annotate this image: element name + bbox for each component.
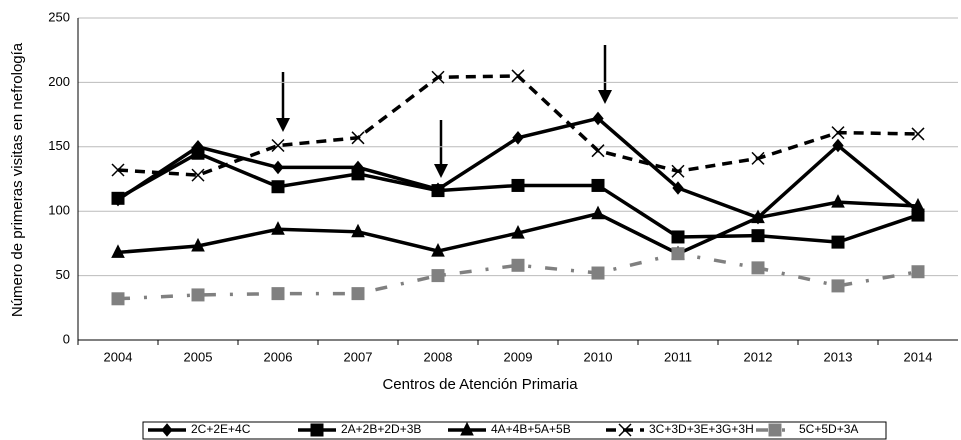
- legend-label: 4A+4B+5A+5B: [491, 422, 571, 436]
- marker: [671, 164, 685, 178]
- y-tick-label: 100: [48, 203, 70, 218]
- marker: [111, 292, 125, 306]
- series: [111, 69, 925, 182]
- marker: [768, 423, 782, 437]
- y-tick-label: 0: [63, 331, 70, 346]
- marker: [351, 167, 365, 181]
- x-axis-label: Centros de Atención Primaria: [382, 376, 578, 393]
- x-tick-label: 2006: [264, 349, 293, 364]
- line: [117, 251, 919, 301]
- marker: [161, 423, 173, 437]
- legend-label: 5C+5D+3A: [799, 422, 858, 436]
- marker: [832, 138, 844, 153]
- x-tick-label: 2009: [504, 349, 533, 364]
- y-tick-label: 200: [48, 74, 70, 89]
- x-tick-label: 2013: [824, 349, 853, 364]
- marker: [831, 235, 845, 249]
- marker: [271, 138, 285, 153]
- series: [111, 194, 925, 260]
- x-tick-label: 2008: [424, 349, 453, 364]
- marker: [431, 269, 445, 283]
- marker: [272, 160, 284, 175]
- legend-label: 2A+2B+2D+3B: [341, 422, 421, 436]
- annotation-arrows: [276, 45, 612, 178]
- marker: [511, 178, 525, 192]
- marker: [751, 229, 765, 243]
- marker: [672, 181, 684, 195]
- marker: [591, 144, 605, 158]
- marker: [911, 197, 925, 212]
- marker: [271, 287, 285, 301]
- marker: [431, 70, 445, 84]
- line: [117, 74, 919, 177]
- marker: [511, 258, 525, 272]
- marker: [111, 244, 125, 258]
- marker: [831, 126, 845, 140]
- y-tick-label: 250: [48, 9, 70, 24]
- x-tick-label: 2014: [904, 349, 933, 364]
- marker: [751, 151, 765, 165]
- marker: [591, 205, 605, 220]
- marker: [671, 247, 685, 261]
- marker: [191, 237, 205, 252]
- marker: [831, 194, 845, 208]
- marker: [591, 178, 605, 192]
- legend-label: 2C+2E+4C: [191, 422, 251, 436]
- marker: [911, 265, 925, 279]
- x-tick-label: 2005: [184, 349, 213, 364]
- marker: [191, 288, 205, 302]
- marker: [511, 69, 525, 83]
- marker: [111, 163, 125, 177]
- marker: [271, 180, 285, 194]
- x-tick-label: 2012: [744, 349, 773, 364]
- marker: [751, 261, 765, 275]
- x-tick-label: 2011: [664, 349, 692, 364]
- marker: [111, 191, 125, 205]
- marker: [310, 423, 324, 437]
- x-tick-label: 2007: [344, 349, 373, 364]
- marker: [911, 127, 925, 141]
- marker: [512, 131, 524, 145]
- marker: [751, 209, 765, 224]
- marker: [591, 266, 605, 280]
- marker: [351, 131, 365, 145]
- marker: [351, 287, 365, 301]
- x-tick-label: 2004: [104, 349, 133, 364]
- marker: [191, 146, 205, 160]
- marker: [831, 279, 845, 293]
- marker: [460, 421, 474, 436]
- marker: [592, 111, 604, 126]
- marker: [271, 221, 285, 235]
- marker: [191, 168, 205, 182]
- marker: [511, 224, 525, 239]
- series: [111, 247, 925, 306]
- x-tick-label: 2010: [584, 349, 613, 364]
- marker: [431, 243, 445, 257]
- y-tick-label: 50: [56, 267, 70, 282]
- marker: [671, 230, 685, 244]
- legend-box: [142, 421, 887, 440]
- y-axis-label: Número de primeras visitas en nefrología: [9, 42, 26, 317]
- marker: [351, 223, 365, 238]
- y-tick-label: 150: [48, 138, 70, 153]
- legend-label: 3C+3D+3E+3G+3H: [649, 422, 754, 436]
- series: [111, 146, 925, 249]
- marker: [431, 184, 445, 198]
- marker: [618, 423, 632, 437]
